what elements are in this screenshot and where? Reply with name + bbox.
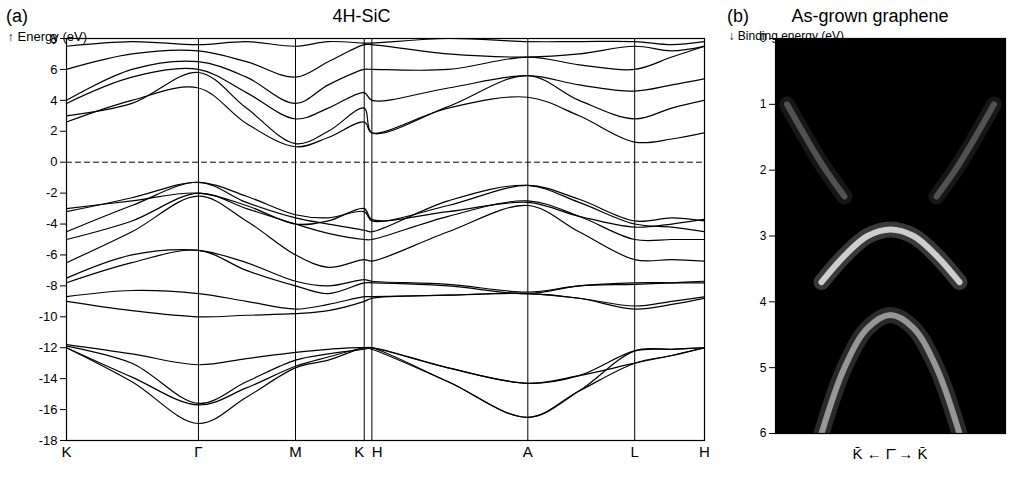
html-text:K̄ ← Γ̄ → K̄: K̄ ← Γ̄ → K̄ bbox=[852, 445, 928, 462]
svg-text:1: 1 bbox=[760, 97, 767, 111]
svg-text:-16: -16 bbox=[39, 402, 58, 417]
svg-text:3: 3 bbox=[760, 229, 767, 243]
svg-text:-10: -10 bbox=[39, 309, 58, 324]
svg-text:K: K bbox=[354, 443, 364, 460]
svg-text:L: L bbox=[631, 443, 639, 460]
svg-text:H: H bbox=[699, 443, 710, 460]
svg-text:-2: -2 bbox=[46, 185, 58, 200]
svg-text:-14: -14 bbox=[39, 371, 58, 386]
html-text:4H-SiC: 4H-SiC bbox=[332, 6, 391, 26]
svg-text:6: 6 bbox=[760, 426, 767, 440]
svg-text:-6: -6 bbox=[46, 247, 58, 262]
svg-text:2: 2 bbox=[760, 163, 767, 177]
svg-text:6: 6 bbox=[50, 62, 57, 77]
svg-text:-12: -12 bbox=[39, 340, 58, 355]
svg-text:0: 0 bbox=[50, 154, 57, 169]
svg-text:↓ Binding energy (eV): ↓ Binding energy (eV) bbox=[729, 29, 844, 43]
html-text:As-grown graphene: As-grown graphene bbox=[791, 6, 949, 26]
html-text:(a): (a) bbox=[6, 6, 28, 26]
svg-text:-4: -4 bbox=[46, 216, 58, 231]
svg-text:4: 4 bbox=[760, 295, 767, 309]
svg-text:K: K bbox=[61, 443, 71, 460]
svg-text:Γ: Γ bbox=[194, 443, 202, 460]
svg-text:H: H bbox=[372, 443, 383, 460]
svg-text:-8: -8 bbox=[46, 278, 58, 293]
svg-text:↑ Energy (eV): ↑ Energy (eV) bbox=[8, 29, 87, 44]
svg-text:M: M bbox=[289, 443, 302, 460]
svg-text:A: A bbox=[523, 443, 533, 460]
svg-text:-18: -18 bbox=[39, 433, 58, 448]
svg-text:4: 4 bbox=[50, 93, 57, 108]
svg-text:5: 5 bbox=[760, 361, 767, 375]
html-text:(b): (b) bbox=[727, 6, 749, 26]
svg-text:2: 2 bbox=[50, 123, 57, 138]
